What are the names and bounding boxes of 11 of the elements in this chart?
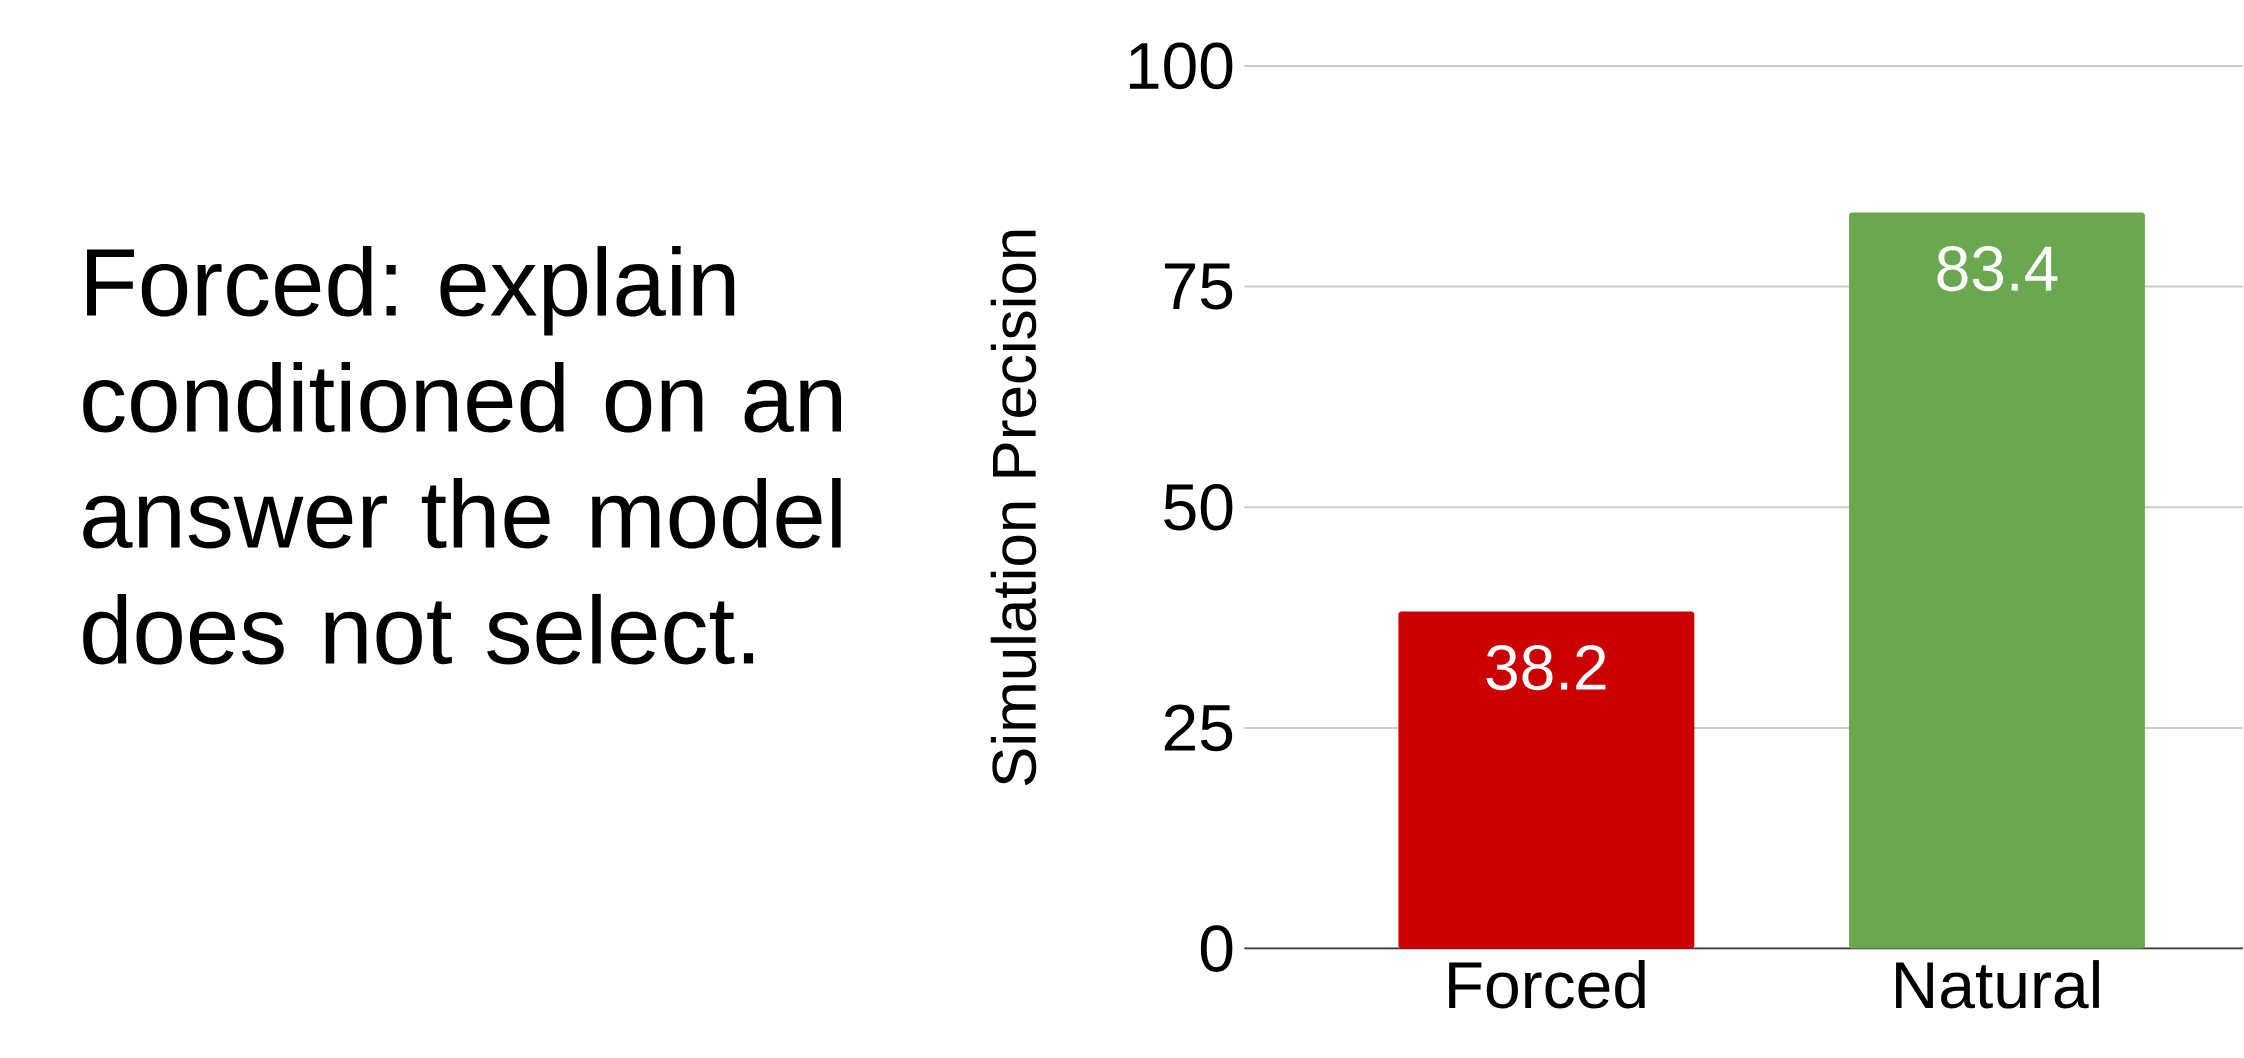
x-tick-label: Forced	[1449, 960, 1645, 1009]
y-tick-label: 50	[1164, 484, 1233, 531]
y-tick-label: 0	[1200, 925, 1233, 973]
text: Forced: explain conditioned on an answer the model does not select.	[83, 246, 841, 665]
y-tick-label: 75	[1164, 263, 1233, 310]
y-tick-label: 25	[1164, 704, 1233, 752]
y-tick-label: 100	[1129, 42, 1233, 90]
data-label: 38.2	[1486, 645, 1606, 691]
x-tick-label: Natural	[1896, 960, 2099, 1009]
data-label: 83.4	[1937, 246, 2058, 292]
y-axis-title: Simulation Precision	[990, 230, 1037, 786]
